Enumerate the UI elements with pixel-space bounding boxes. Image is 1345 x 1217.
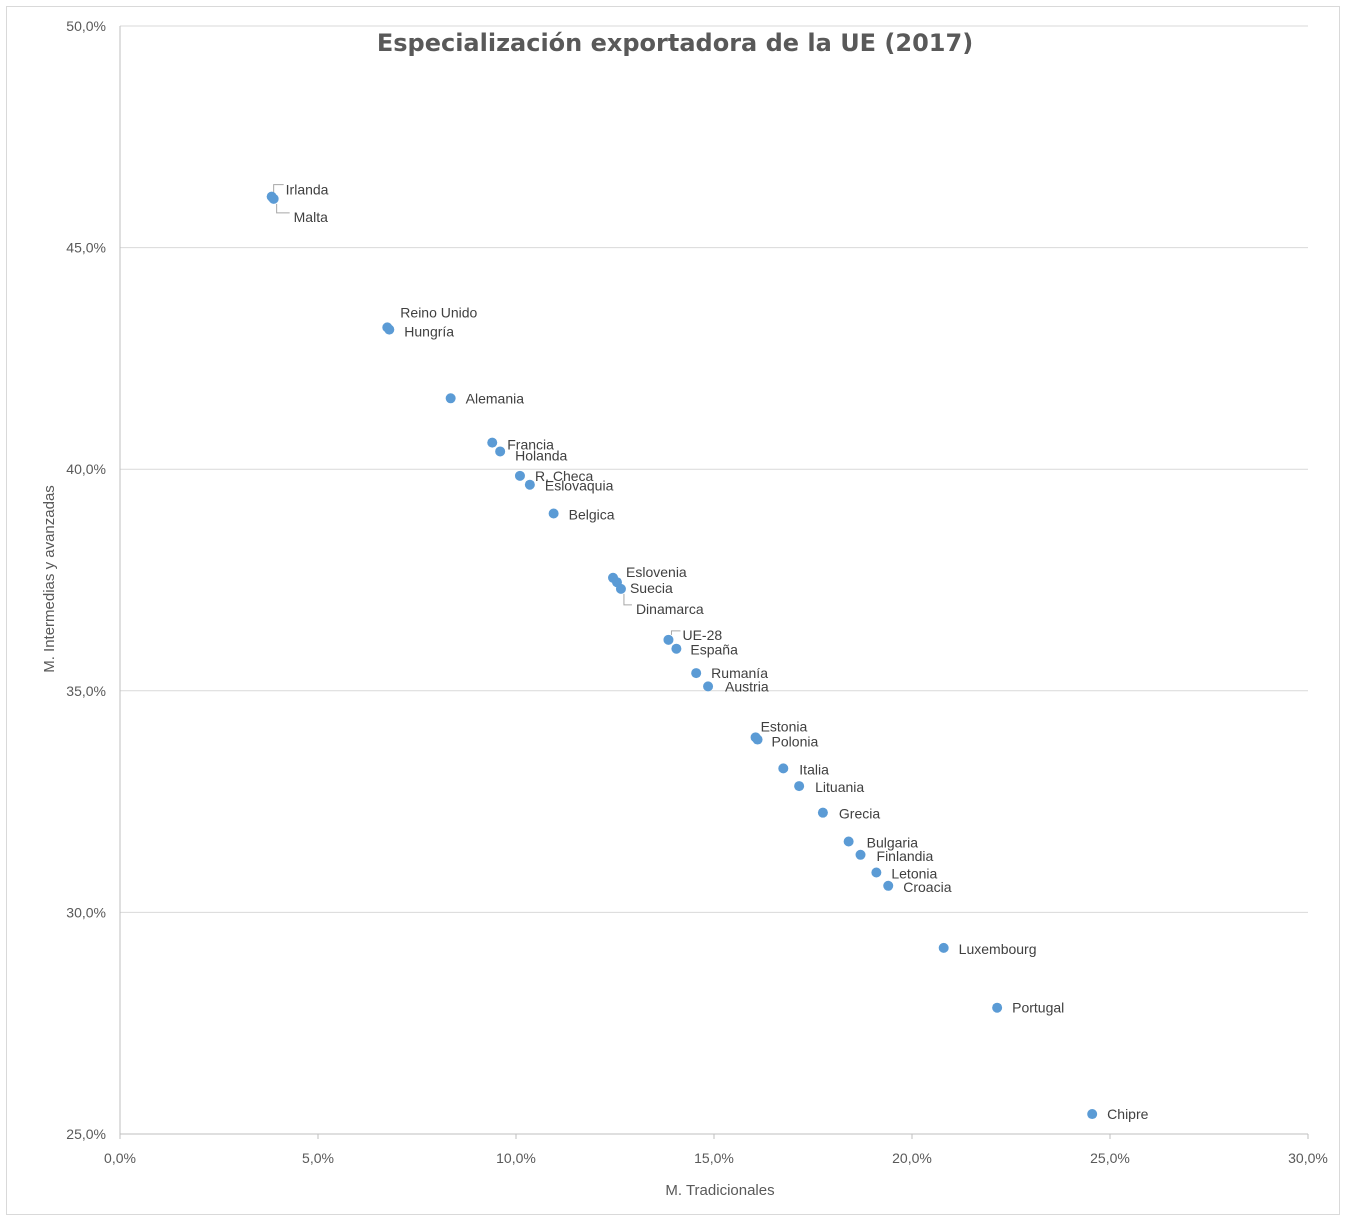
point-label: Lituania: [815, 779, 864, 795]
y-tick-label: 50,0%: [66, 18, 106, 34]
data-point: [843, 836, 854, 847]
data-point: [1087, 1109, 1098, 1120]
point-label: Austria: [725, 678, 769, 694]
point-label: Estonia: [761, 718, 808, 734]
leader-line: [273, 184, 284, 193]
point-label: España: [690, 642, 738, 658]
y-tick-label: 45,0%: [66, 240, 106, 256]
data-point: [548, 508, 559, 519]
y-axis-title: M. Intermedias y avanzadas: [41, 485, 58, 673]
point-label: Belgica: [569, 507, 615, 523]
point-label: Italia: [799, 761, 829, 777]
data-points: [266, 191, 1098, 1120]
data-point: [778, 763, 789, 774]
data-point: [663, 634, 674, 645]
data-point: [703, 681, 714, 692]
chart-frame: [6, 6, 1340, 1215]
data-point: [268, 193, 279, 204]
chart-title: Especialización exportadora de la UE (20…: [377, 29, 973, 57]
y-tick-label: 25,0%: [66, 1126, 106, 1142]
leader-line: [623, 593, 632, 606]
point-label: Suecia: [630, 580, 673, 596]
point-label: Polonia: [772, 734, 819, 750]
data-point: [883, 880, 894, 891]
point-label: Eslovenia: [626, 564, 687, 580]
gridlines: [120, 25, 1308, 913]
data-point: [487, 437, 498, 448]
data-point: [615, 583, 626, 594]
point-label: Letonia: [891, 866, 937, 882]
point-label: Grecia: [839, 806, 880, 822]
x-tick-label: 0,0%: [104, 1150, 136, 1166]
data-point: [992, 1002, 1003, 1013]
x-tick-label: 30,0%: [1288, 1150, 1328, 1166]
y-tick-label: 30,0%: [66, 904, 106, 920]
point-label: Alemania: [466, 390, 525, 406]
point-label: Francia: [507, 437, 554, 453]
point-label: Chipre: [1107, 1106, 1148, 1122]
point-labels: Irlanda Malta Reino Unido Hungría Alemania Fr…: [286, 182, 1149, 1122]
point-label: Bulgaria: [867, 834, 919, 850]
point-label: Finlandia: [877, 848, 934, 864]
point-label: R. Checa: [535, 468, 594, 484]
point-label: Reino Unido: [400, 304, 477, 320]
data-point: [794, 781, 805, 792]
x-tick-label: 20,0%: [892, 1150, 932, 1166]
data-point: [514, 470, 525, 481]
data-point: [752, 734, 763, 745]
data-point: [671, 643, 682, 654]
data-point: [691, 668, 702, 679]
x-tick-label: 25,0%: [1090, 1150, 1130, 1166]
axes: 25,0% 30,0% 35,0% 40,0% 45,0% 50,0% 0,0% 5,0% 10…: [66, 18, 1328, 1166]
data-point: [384, 324, 395, 335]
x-tick-label: 15,0%: [694, 1150, 734, 1166]
data-point: [871, 867, 882, 878]
point-label: Portugal: [1012, 1000, 1064, 1016]
point-label: Malta: [294, 209, 328, 225]
point-label: Croacia: [903, 879, 951, 895]
data-point: [524, 479, 535, 490]
leader-line: [276, 203, 290, 214]
data-point: [445, 393, 456, 404]
x-tick-label: 10,0%: [496, 1150, 536, 1166]
point-label: Eslovaquia: [545, 478, 614, 494]
point-label: Luxembourg: [959, 941, 1037, 957]
label-leader-lines: [273, 184, 681, 635]
data-point: [938, 942, 949, 953]
data-point: [817, 807, 828, 818]
point-label: Dinamarca: [636, 601, 704, 617]
leader-line: [670, 630, 681, 635]
y-tick-label: 35,0%: [66, 683, 106, 699]
point-label: Hungría: [404, 324, 454, 340]
data-point: [495, 446, 506, 457]
y-tick-label: 40,0%: [66, 461, 106, 477]
point-label: Holanda: [515, 447, 567, 463]
x-tick-label: 5,0%: [302, 1150, 334, 1166]
point-label: Irlanda: [286, 182, 329, 198]
point-label: Rumanía: [711, 665, 768, 681]
data-point: [855, 849, 866, 860]
point-label: UE-28: [682, 627, 722, 643]
x-axis-title: M. Tradicionales: [665, 1182, 774, 1199]
